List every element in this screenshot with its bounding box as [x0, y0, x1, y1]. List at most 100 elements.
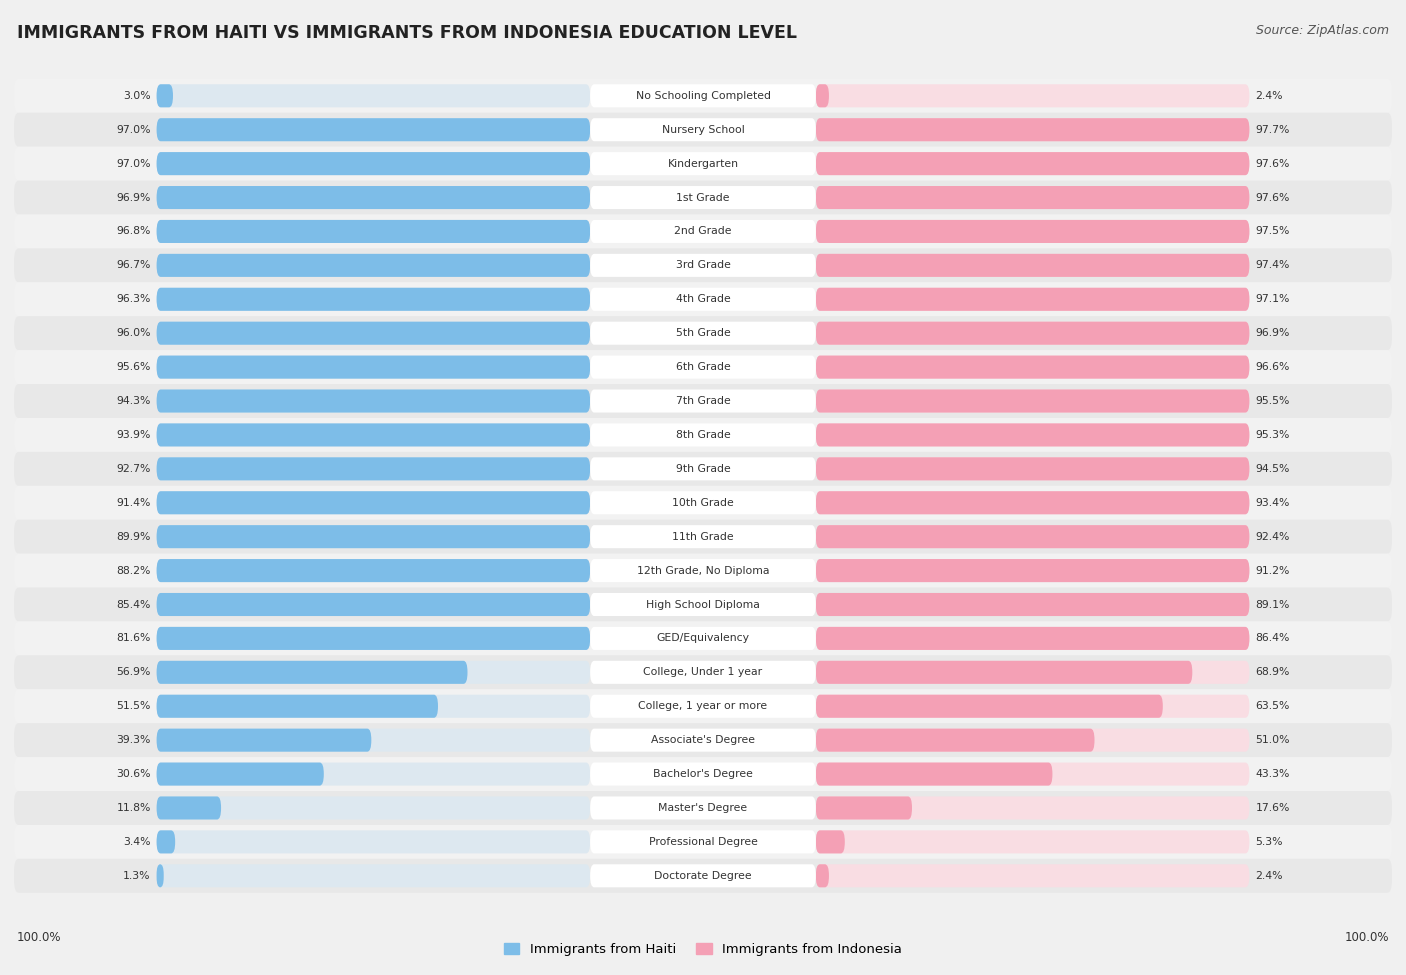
FancyBboxPatch shape: [156, 695, 439, 718]
FancyBboxPatch shape: [815, 526, 1250, 548]
Text: College, 1 year or more: College, 1 year or more: [638, 701, 768, 711]
Legend: Immigrants from Haiti, Immigrants from Indonesia: Immigrants from Haiti, Immigrants from I…: [498, 937, 908, 961]
Text: 86.4%: 86.4%: [1256, 634, 1289, 644]
Text: 96.9%: 96.9%: [1256, 329, 1289, 338]
Text: 96.7%: 96.7%: [117, 260, 150, 270]
FancyBboxPatch shape: [591, 457, 815, 481]
Text: 100.0%: 100.0%: [1344, 931, 1389, 945]
Text: 4th Grade: 4th Grade: [676, 294, 730, 304]
Text: College, Under 1 year: College, Under 1 year: [644, 667, 762, 678]
FancyBboxPatch shape: [14, 791, 1392, 825]
FancyBboxPatch shape: [14, 825, 1392, 859]
FancyBboxPatch shape: [156, 797, 221, 820]
Text: 17.6%: 17.6%: [1256, 803, 1289, 813]
Text: 2nd Grade: 2nd Grade: [675, 226, 731, 237]
FancyBboxPatch shape: [815, 389, 1250, 412]
FancyBboxPatch shape: [815, 423, 1250, 447]
FancyBboxPatch shape: [815, 559, 1250, 582]
Text: 3.0%: 3.0%: [124, 91, 150, 100]
FancyBboxPatch shape: [591, 152, 815, 176]
Text: 97.1%: 97.1%: [1256, 294, 1289, 304]
Text: 11th Grade: 11th Grade: [672, 531, 734, 542]
FancyBboxPatch shape: [591, 356, 815, 378]
FancyBboxPatch shape: [156, 220, 591, 243]
Text: 92.4%: 92.4%: [1256, 531, 1289, 542]
FancyBboxPatch shape: [14, 283, 1392, 316]
Text: 97.5%: 97.5%: [1256, 226, 1289, 237]
Text: 7th Grade: 7th Grade: [676, 396, 730, 406]
FancyBboxPatch shape: [815, 288, 1250, 311]
Text: No Schooling Completed: No Schooling Completed: [636, 91, 770, 100]
Text: 96.9%: 96.9%: [117, 192, 150, 203]
FancyBboxPatch shape: [591, 559, 815, 582]
Text: 97.7%: 97.7%: [1256, 125, 1289, 135]
FancyBboxPatch shape: [591, 118, 815, 141]
FancyBboxPatch shape: [156, 491, 591, 514]
FancyBboxPatch shape: [156, 288, 591, 311]
Text: 43.3%: 43.3%: [1256, 769, 1289, 779]
FancyBboxPatch shape: [156, 254, 591, 277]
FancyBboxPatch shape: [815, 389, 1250, 412]
FancyBboxPatch shape: [815, 797, 1250, 820]
FancyBboxPatch shape: [14, 689, 1392, 723]
FancyBboxPatch shape: [815, 84, 830, 107]
FancyBboxPatch shape: [156, 423, 591, 447]
FancyBboxPatch shape: [14, 451, 1392, 486]
Text: Associate's Degree: Associate's Degree: [651, 735, 755, 745]
FancyBboxPatch shape: [156, 152, 591, 176]
FancyBboxPatch shape: [815, 186, 1250, 209]
FancyBboxPatch shape: [815, 220, 1250, 243]
FancyBboxPatch shape: [815, 695, 1163, 718]
FancyBboxPatch shape: [591, 831, 815, 853]
Text: 96.6%: 96.6%: [1256, 362, 1289, 372]
FancyBboxPatch shape: [156, 864, 591, 887]
Text: 51.0%: 51.0%: [1256, 735, 1289, 745]
Text: 2.4%: 2.4%: [1256, 871, 1282, 880]
FancyBboxPatch shape: [815, 152, 1250, 176]
Text: Source: ZipAtlas.com: Source: ZipAtlas.com: [1256, 24, 1389, 37]
FancyBboxPatch shape: [156, 593, 591, 616]
FancyBboxPatch shape: [815, 84, 1250, 107]
FancyBboxPatch shape: [14, 588, 1392, 621]
FancyBboxPatch shape: [815, 491, 1250, 514]
Text: 91.4%: 91.4%: [117, 498, 150, 508]
Text: 81.6%: 81.6%: [117, 634, 150, 644]
FancyBboxPatch shape: [156, 831, 176, 853]
FancyBboxPatch shape: [14, 758, 1392, 791]
FancyBboxPatch shape: [815, 152, 1250, 176]
Text: IMMIGRANTS FROM HAITI VS IMMIGRANTS FROM INDONESIA EDUCATION LEVEL: IMMIGRANTS FROM HAITI VS IMMIGRANTS FROM…: [17, 24, 797, 42]
FancyBboxPatch shape: [156, 322, 591, 345]
FancyBboxPatch shape: [156, 593, 591, 616]
FancyBboxPatch shape: [815, 356, 1250, 378]
FancyBboxPatch shape: [156, 627, 591, 650]
FancyBboxPatch shape: [815, 356, 1250, 378]
FancyBboxPatch shape: [815, 593, 1250, 616]
Text: 100.0%: 100.0%: [17, 931, 62, 945]
Text: 96.8%: 96.8%: [117, 226, 150, 237]
Text: Kindergarten: Kindergarten: [668, 159, 738, 169]
Text: 39.3%: 39.3%: [117, 735, 150, 745]
FancyBboxPatch shape: [591, 526, 815, 548]
FancyBboxPatch shape: [591, 322, 815, 345]
FancyBboxPatch shape: [156, 762, 323, 786]
Text: 9th Grade: 9th Grade: [676, 464, 730, 474]
FancyBboxPatch shape: [815, 831, 1250, 853]
FancyBboxPatch shape: [156, 559, 591, 582]
FancyBboxPatch shape: [591, 661, 815, 683]
Text: 1.3%: 1.3%: [124, 871, 150, 880]
FancyBboxPatch shape: [815, 457, 1250, 481]
FancyBboxPatch shape: [815, 864, 1250, 887]
FancyBboxPatch shape: [156, 728, 371, 752]
FancyBboxPatch shape: [815, 695, 1250, 718]
Text: 68.9%: 68.9%: [1256, 667, 1289, 678]
Text: 30.6%: 30.6%: [117, 769, 150, 779]
FancyBboxPatch shape: [815, 220, 1250, 243]
Text: 94.3%: 94.3%: [117, 396, 150, 406]
Text: 6th Grade: 6th Grade: [676, 362, 730, 372]
Text: 96.3%: 96.3%: [117, 294, 150, 304]
FancyBboxPatch shape: [591, 389, 815, 412]
FancyBboxPatch shape: [156, 797, 591, 820]
FancyBboxPatch shape: [156, 356, 591, 378]
Text: 97.0%: 97.0%: [117, 125, 150, 135]
FancyBboxPatch shape: [156, 457, 591, 481]
